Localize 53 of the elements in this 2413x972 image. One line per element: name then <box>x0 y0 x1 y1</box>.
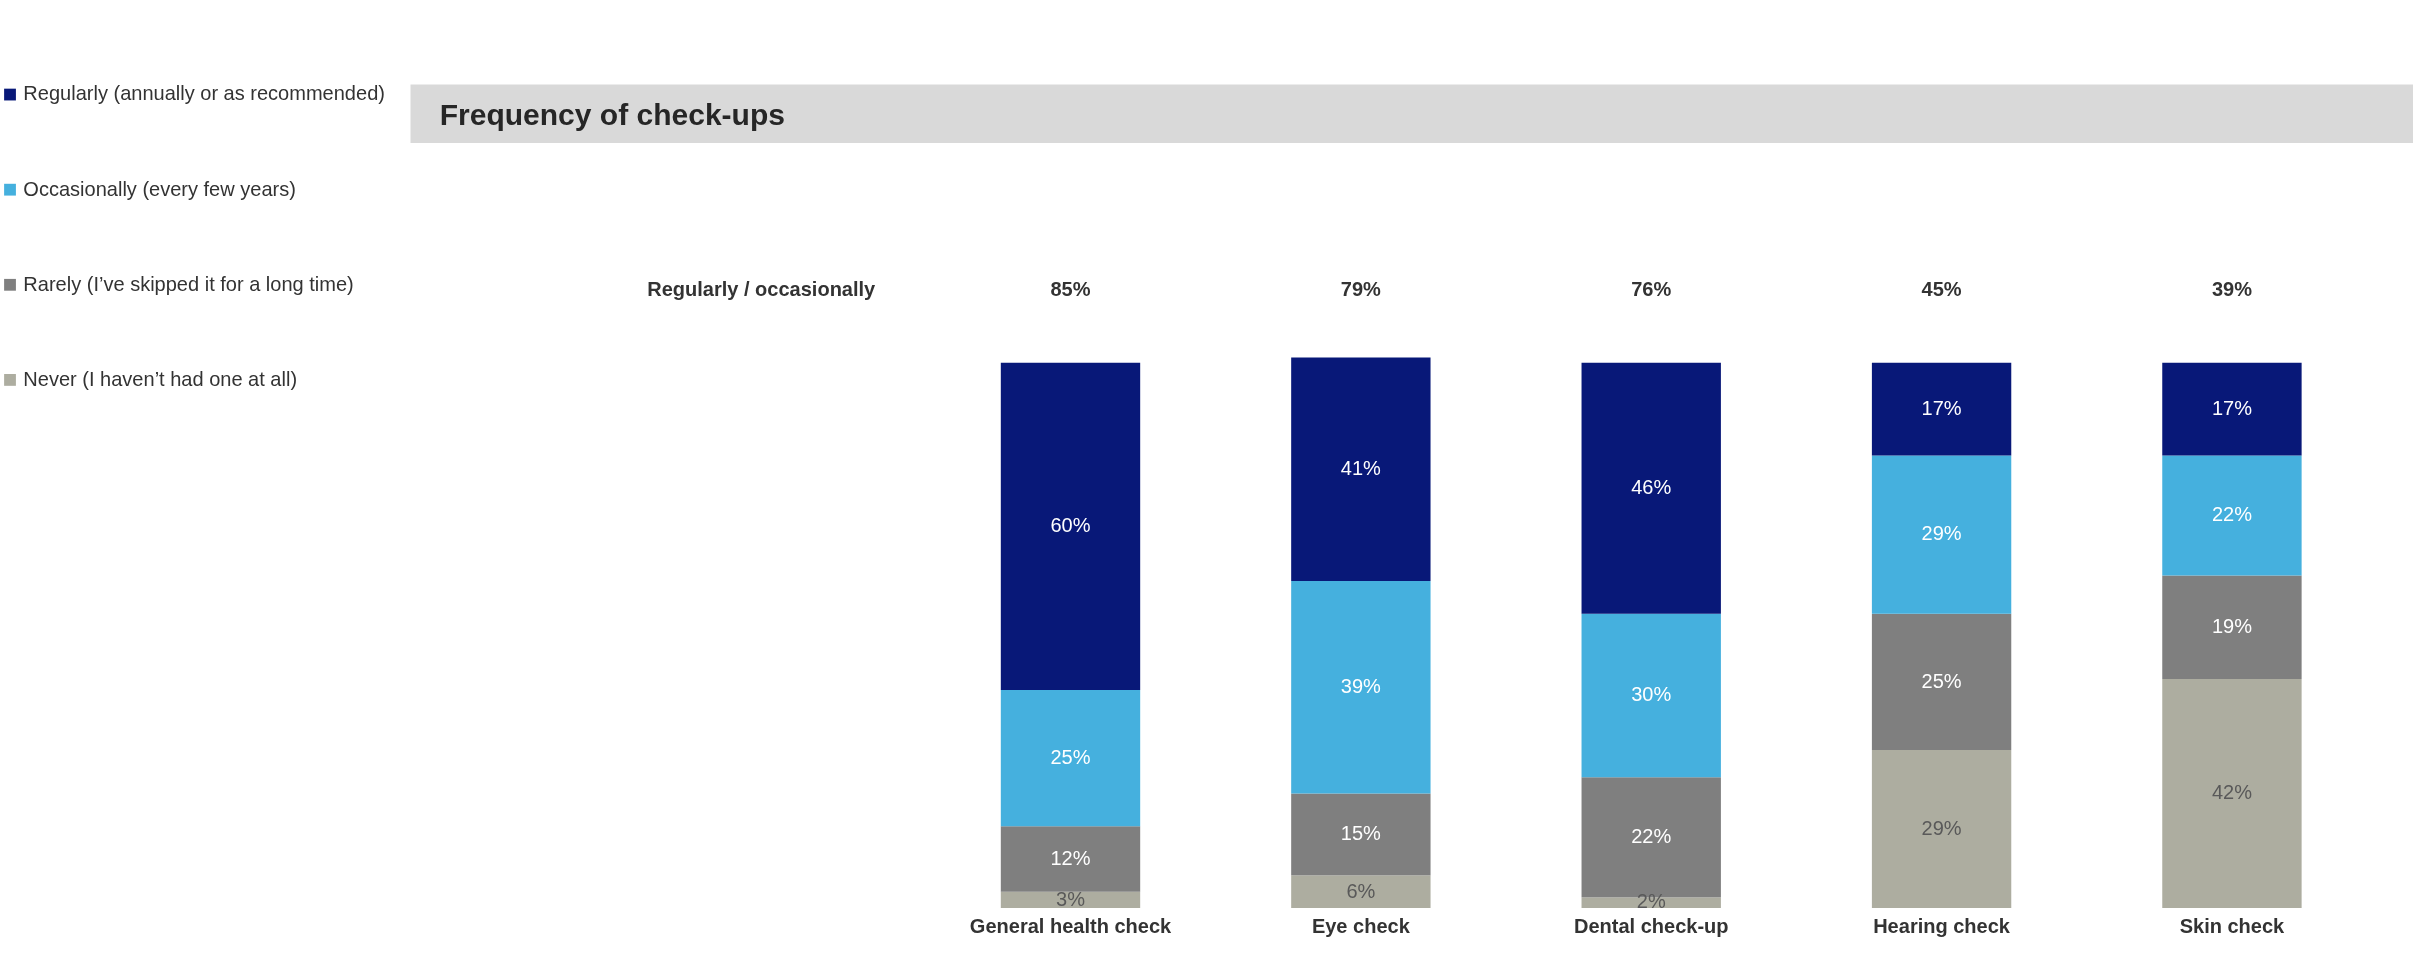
bar <box>1291 875 1431 909</box>
data-label: 15% <box>1340 822 1382 845</box>
text: Regularly / occasionally <box>647 278 877 301</box>
data-label: 17% <box>1921 397 1962 420</box>
data-label: 3% <box>1056 887 1086 910</box>
x-tick-label: Skin check <box>2179 914 2286 937</box>
bar <box>1871 362 2012 456</box>
text: 79% <box>1340 278 1382 301</box>
data-label: 39% <box>1340 675 1382 698</box>
data-label: 25% <box>1921 669 1962 692</box>
data-label: 29% <box>1921 816 1962 839</box>
data-label: 30% <box>1631 683 1672 706</box>
data-label: 17% <box>2211 397 2253 420</box>
legend-label: Rarely (I’ve skipped it for a long time) <box>23 272 354 295</box>
data-label: 19% <box>2211 615 2253 638</box>
bar <box>1000 362 1141 690</box>
data-label: 22% <box>1631 825 1672 848</box>
text: 76% <box>1631 278 1672 301</box>
bar <box>1291 357 1431 581</box>
data-label: 46% <box>1631 476 1672 499</box>
bar <box>1000 826 1141 892</box>
legend-label: Regularly (annually or as recommended) <box>23 82 385 105</box>
data-label: 60% <box>1050 514 1091 537</box>
text: 85% <box>1050 278 1091 301</box>
x-tick-label: Eye check <box>1311 914 1411 937</box>
bar <box>1581 362 1721 614</box>
data-label: 25% <box>1050 745 1091 768</box>
data-label: 22% <box>2211 503 2253 526</box>
data-label: 2% <box>1636 890 1666 913</box>
x-tick-label: Hearing check <box>1873 914 2011 937</box>
bar <box>1291 580 1431 794</box>
bar <box>1871 749 2012 909</box>
legend-label: Never (I haven’t had one at all) <box>23 367 298 390</box>
text: 45% <box>1921 278 1962 301</box>
data-label: 6% <box>1346 879 1376 902</box>
text: 39% <box>2211 278 2253 301</box>
x-tick-label: Dental check-up <box>1573 914 1729 937</box>
data-label: 41% <box>1340 457 1382 480</box>
data-label: 29% <box>1921 522 1962 545</box>
text: Frequency of check-ups <box>439 98 785 132</box>
bar <box>1291 793 1431 876</box>
bar <box>1871 455 2012 614</box>
bar <box>2162 575 2302 680</box>
bar <box>2162 362 2302 456</box>
x-tick-label: General health check <box>969 914 1173 937</box>
data-label: 12% <box>1050 846 1091 869</box>
bar <box>1871 613 2012 750</box>
data-label: 42% <box>2211 781 2253 804</box>
bar <box>2162 455 2302 576</box>
bar <box>1000 689 1141 827</box>
bar <box>2162 679 2302 909</box>
legend-label: Occasionally (every few years) <box>23 177 296 200</box>
bar <box>1581 613 1721 778</box>
